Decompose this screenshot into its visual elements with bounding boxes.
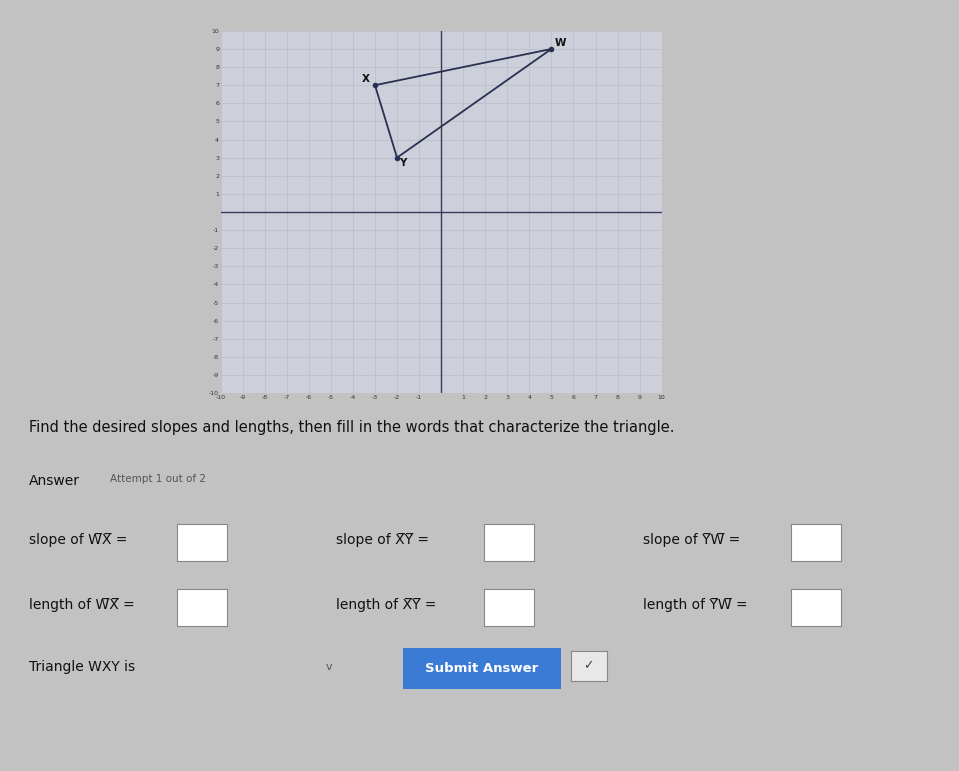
Text: length of Y̅W̅ =: length of Y̅W̅ = <box>643 598 747 612</box>
Text: slope of W̅X̅ =: slope of W̅X̅ = <box>29 533 128 547</box>
Text: slope of Y̅W̅ =: slope of Y̅W̅ = <box>643 533 739 547</box>
Text: v: v <box>326 662 333 672</box>
Text: slope of X̅Y̅ =: slope of X̅Y̅ = <box>336 533 429 547</box>
Text: Y: Y <box>399 158 407 168</box>
Text: Answer: Answer <box>29 474 80 488</box>
Text: Triangle WXY is: Triangle WXY is <box>29 660 135 674</box>
Text: X: X <box>362 75 370 85</box>
Text: length of W̅X̅ =: length of W̅X̅ = <box>29 598 134 612</box>
Text: Find the desired slopes and lengths, then fill in the words that characterize th: Find the desired slopes and lengths, the… <box>29 420 674 435</box>
Text: ✓: ✓ <box>584 660 594 672</box>
Text: W: W <box>554 39 566 49</box>
Text: Submit Answer: Submit Answer <box>425 662 539 675</box>
Text: length of X̅Y̅ =: length of X̅Y̅ = <box>336 598 436 612</box>
Text: Attempt 1 out of 2: Attempt 1 out of 2 <box>110 474 206 484</box>
